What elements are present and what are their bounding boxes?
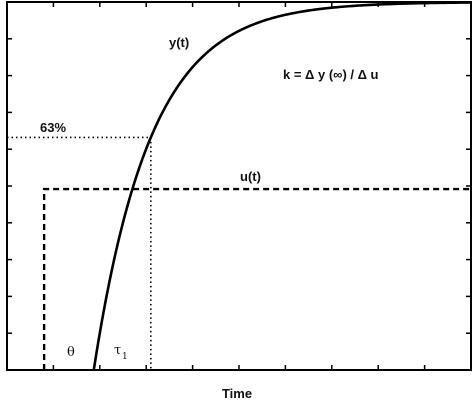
tau-label: τ xyxy=(114,343,121,358)
plot-frame xyxy=(6,1,472,371)
u-series-label: u(t) xyxy=(240,169,261,184)
x-axis-label: Time xyxy=(222,386,252,401)
u-step-line xyxy=(42,187,471,370)
x-axis-ticks-top xyxy=(52,2,426,7)
percent-label: 63% xyxy=(40,120,66,135)
y-response-curve xyxy=(92,1,472,371)
y-axis-ticks-right xyxy=(466,38,471,334)
gain-formula: k = Δ y (∞) / Δ u xyxy=(283,67,379,82)
y-axis-ticks-left xyxy=(7,38,12,334)
x-axis-ticks-bottom xyxy=(52,365,426,370)
y-series-label: y(t) xyxy=(169,35,189,50)
theta-label: θ xyxy=(67,345,75,360)
tau-subscript: 1 xyxy=(122,352,128,362)
